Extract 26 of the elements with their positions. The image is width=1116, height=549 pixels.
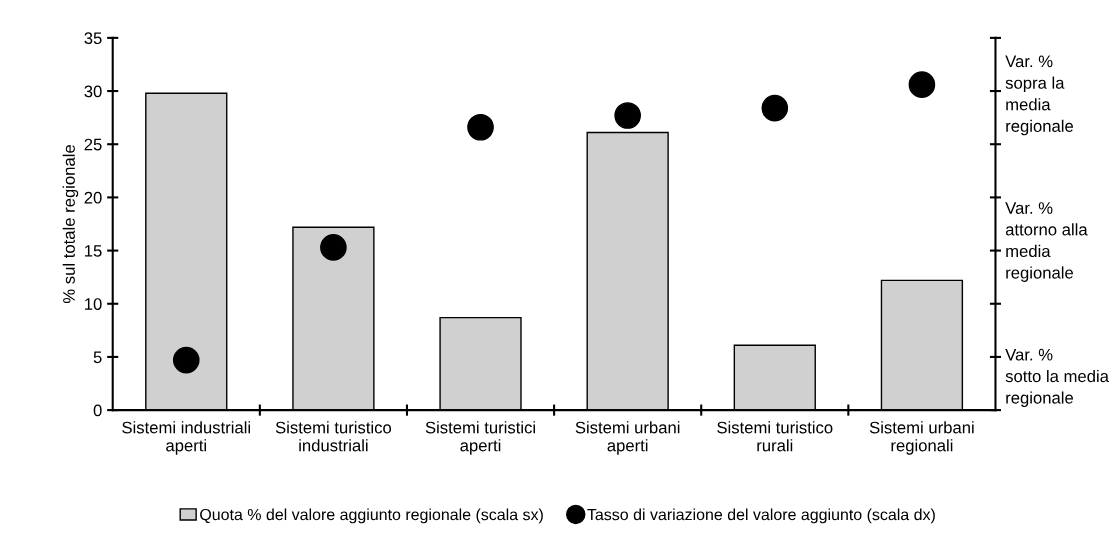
x-tick-label: Sistemi turistici aperti — [425, 421, 535, 455]
y-axis-title: % sul totale regionale — [62, 145, 79, 304]
point — [908, 71, 936, 98]
y-tick-label: 30 — [84, 85, 102, 98]
text: Var. % sotto la media regionale — [1005, 348, 1109, 407]
y-tick-label: 0 — [93, 404, 102, 417]
y-tick-label: 5 — [93, 351, 102, 364]
x-tick-label: Sistemi industriali aperti — [122, 421, 250, 455]
legend-label: Tasso di variazione del valore aggiunto (scala dx) — [587, 508, 935, 524]
x-tick-label: Sistemi turistico industriali — [275, 421, 392, 452]
y-tick-label: 35 — [84, 32, 102, 45]
x-tick-label: Sistemi turistico rurali — [717, 421, 833, 452]
point — [467, 113, 494, 141]
y-tick-label: 15 — [85, 245, 102, 257]
y-tick-label: 25 — [84, 138, 102, 151]
text: Var. % attorno alla media regionale — [1005, 202, 1088, 282]
x-tick-label: Sistemi urbani aperti — [575, 421, 680, 455]
y-tick-label: 20 — [84, 191, 102, 204]
point — [172, 346, 200, 374]
point — [320, 234, 347, 261]
x-tick-label: Sistemi urbani regionali — [869, 421, 974, 455]
legend-label: Quota % del valore aggiunto regionale (scala sx) — [200, 508, 543, 524]
y-tick-label: 10 — [85, 298, 102, 310]
point — [761, 94, 789, 122]
text: Var. % sopra la media regionale — [1005, 55, 1074, 136]
point — [614, 102, 641, 129]
